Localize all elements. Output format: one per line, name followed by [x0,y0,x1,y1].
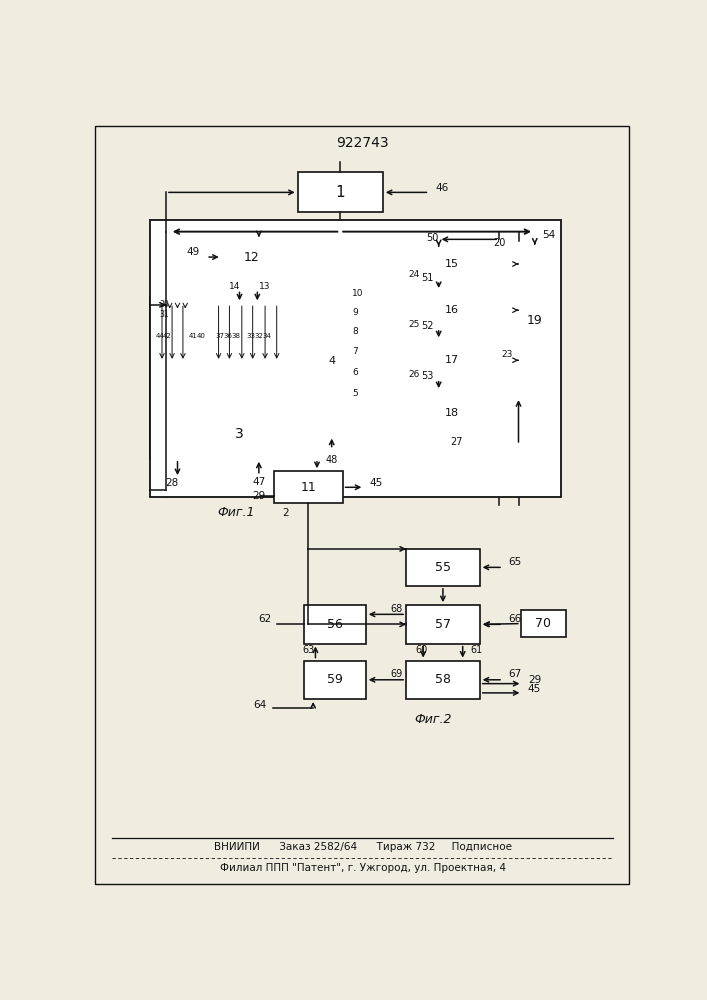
Text: 51: 51 [421,273,433,283]
Text: 17: 17 [445,355,459,365]
Text: 63: 63 [303,645,315,655]
Text: 27: 27 [450,437,463,447]
Text: 922743: 922743 [337,136,389,150]
Text: 69: 69 [390,669,402,679]
Text: 24: 24 [409,270,420,279]
Bar [304,661,366,699]
Text: 44: 44 [156,333,164,339]
Text: ВНИИПИ      Заказ 2582/64      Тираж 732     Подписное: ВНИИПИ Заказ 2582/64 Тираж 732 Подписное [214,842,512,852]
Text: 56: 56 [327,618,343,631]
Text: 68: 68 [390,604,402,614]
Bar [222,240,282,274]
Text: 10: 10 [352,289,363,298]
Text: 26: 26 [409,370,420,379]
Text: 3: 3 [235,427,244,441]
Text: 67: 67 [508,669,522,679]
Text: 45: 45 [370,478,383,488]
Text: 20: 20 [493,238,506,248]
Bar [518,245,551,397]
Bar [421,291,482,329]
Text: 47: 47 [252,477,266,487]
Bar [151,220,561,497]
Text: 66: 66 [508,614,522,624]
Bar [321,286,343,436]
Text: 23: 23 [501,350,513,359]
Bar [212,307,271,363]
Bar [274,307,325,363]
Text: 59: 59 [327,673,343,686]
Text: 48: 48 [326,455,338,465]
Bar [304,605,366,644]
Text: 36: 36 [223,333,233,339]
Text: 42: 42 [163,333,172,339]
Text: Филиал ППП "Патент", г. Ужгород, ул. Проектная, 4: Филиал ППП "Патент", г. Ужгород, ул. Про… [220,863,506,873]
Text: Фиг.1: Фиг.1 [217,506,255,519]
Text: 30: 30 [160,300,169,309]
Bar [421,246,482,282]
Text: 13: 13 [259,282,270,291]
Text: 29: 29 [252,491,265,501]
Bar [521,610,566,637]
Text: 57: 57 [435,618,451,631]
Text: 19: 19 [527,314,543,327]
Text: 15: 15 [445,259,459,269]
Text: 6: 6 [352,368,358,377]
Text: 60: 60 [416,645,428,655]
Text: 55: 55 [435,561,451,574]
Text: 37: 37 [216,333,225,339]
Text: 32: 32 [255,333,263,339]
Bar [421,340,482,380]
Bar [406,549,480,586]
Text: 46: 46 [436,183,449,193]
Bar [406,661,480,699]
Bar [274,471,343,503]
Text: 45: 45 [528,684,541,694]
Text: 28: 28 [165,478,179,488]
Text: Фиг.2: Фиг.2 [414,713,452,726]
Text: 40: 40 [197,333,205,339]
Text: 11: 11 [300,481,316,494]
Text: 52: 52 [421,321,433,331]
Bar [406,605,480,644]
Text: 18: 18 [445,408,459,418]
Text: 16: 16 [445,305,459,315]
Text: 7: 7 [352,347,358,356]
Text: 5: 5 [352,389,358,398]
Text: 49: 49 [187,247,200,257]
Text: 8: 8 [352,327,358,336]
Text: 29: 29 [528,675,541,685]
Bar [154,307,209,363]
Bar [151,297,329,459]
Text: 50: 50 [426,233,438,243]
Text: 70: 70 [535,617,551,630]
Text: 25: 25 [409,320,420,329]
Text: 31: 31 [160,310,169,319]
Text: 65: 65 [508,557,522,567]
Text: 2: 2 [283,508,289,518]
Text: 58: 58 [435,673,451,686]
Text: 14: 14 [229,282,240,291]
Bar [298,172,383,212]
Text: 12: 12 [244,251,259,264]
Text: 64: 64 [253,700,267,710]
Text: 9: 9 [352,308,358,317]
Text: 54: 54 [542,231,555,240]
Text: 34: 34 [262,333,271,339]
Text: 4: 4 [328,356,335,366]
Text: 38: 38 [231,333,240,339]
Text: 62: 62 [258,614,271,624]
Text: 53: 53 [421,371,433,381]
Text: 41: 41 [189,333,197,339]
Text: 1: 1 [335,185,345,200]
Bar [421,391,482,434]
Text: 61: 61 [470,645,483,655]
Text: 33: 33 [247,333,256,339]
